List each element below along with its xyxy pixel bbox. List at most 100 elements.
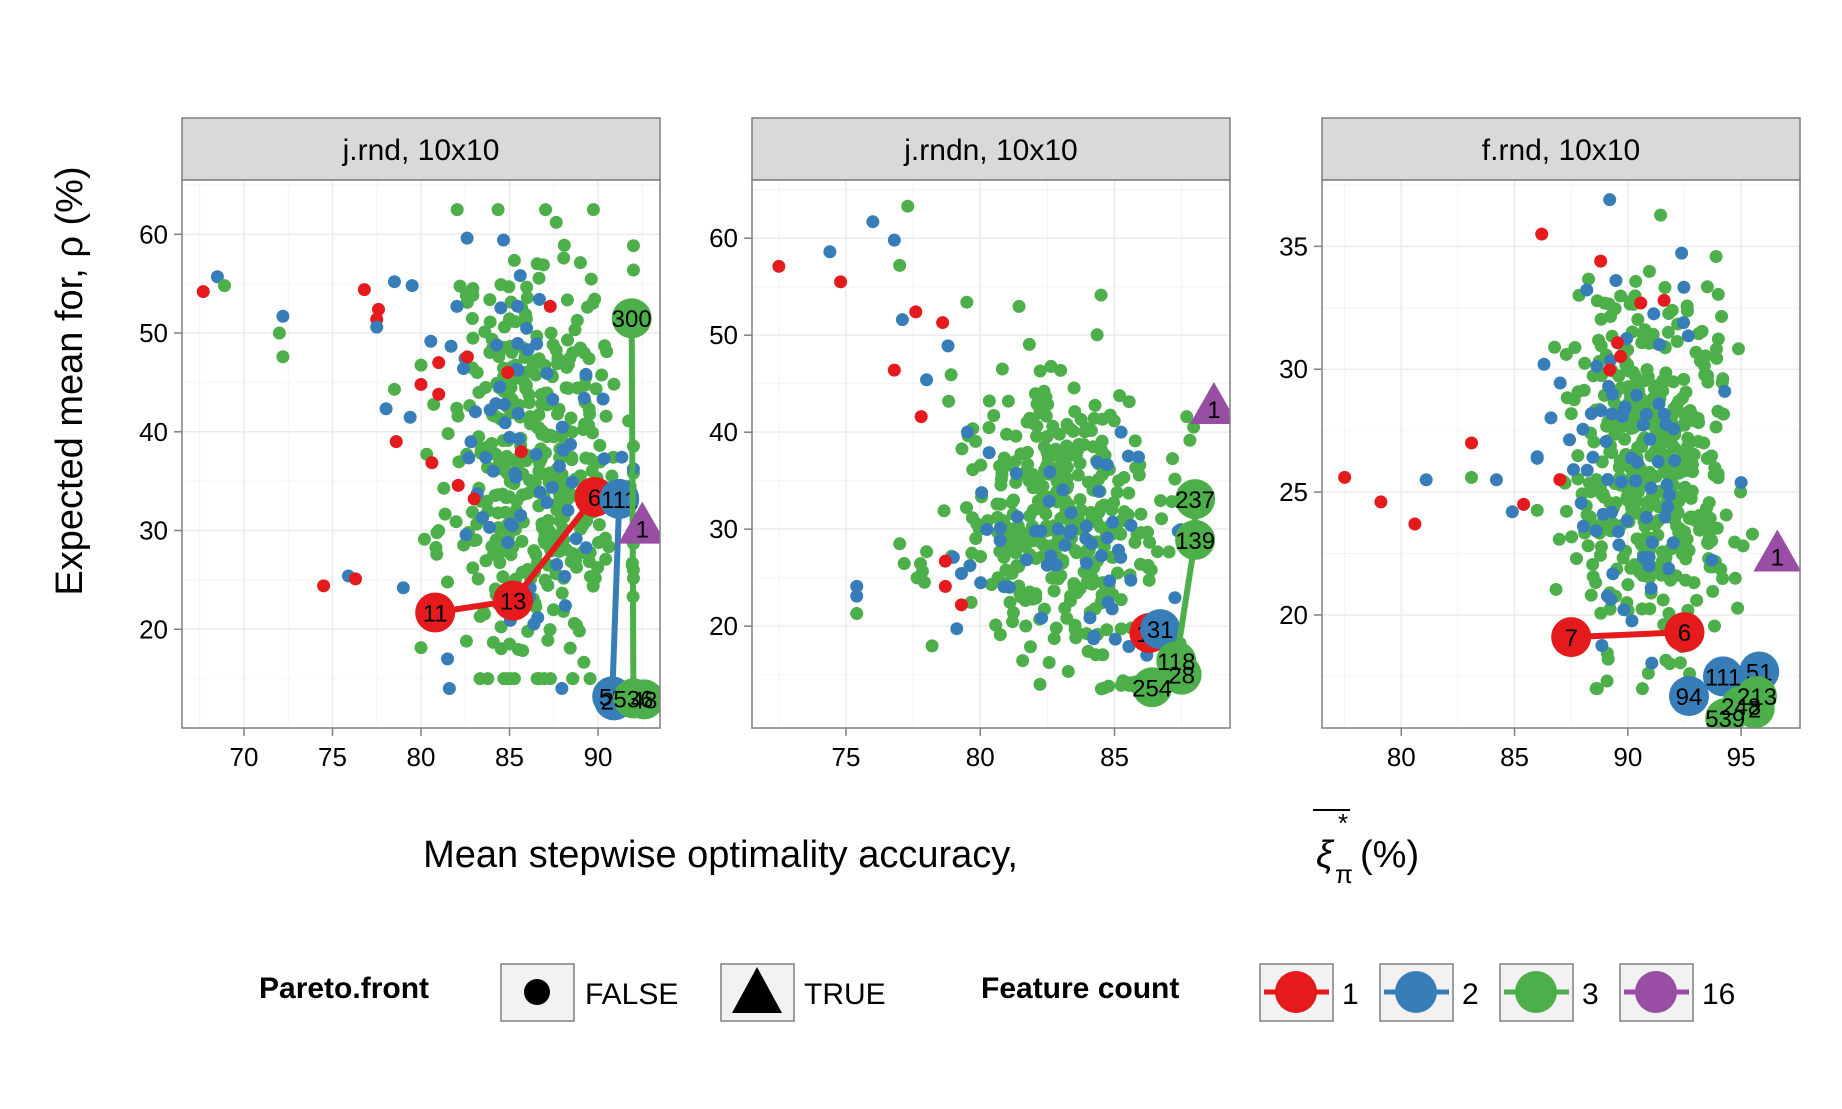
y-axis-title: Expected mean for, ρ (%) xyxy=(49,166,91,595)
data-point-fc3 xyxy=(1084,424,1098,438)
data-point-fc3 xyxy=(591,561,605,575)
data-point-fc2 xyxy=(1605,505,1619,519)
data-point-fc3 xyxy=(472,385,486,399)
data-point-fc3 xyxy=(1593,548,1607,562)
data-point-fc2 xyxy=(596,392,610,406)
data-point-fc3 xyxy=(1093,520,1107,534)
data-point-fc2 xyxy=(533,485,547,499)
data-point-fc3 xyxy=(1702,512,1716,526)
data-point-fc3 xyxy=(1073,493,1087,507)
data-point-fc3 xyxy=(626,263,640,277)
data-point-fc3 xyxy=(565,453,579,467)
data-point-fc3 xyxy=(586,296,600,310)
data-point-fc1 xyxy=(467,492,481,506)
data-point-fc3 xyxy=(507,672,521,686)
data-point-fc2 xyxy=(460,231,474,245)
data-point-fc3 xyxy=(584,272,598,286)
data-point-fc3 xyxy=(1658,280,1672,294)
x-tick-label: 85 xyxy=(495,742,524,772)
facet-strip-label: j.rndn, 10x10 xyxy=(903,134,1077,167)
data-point-fc3 xyxy=(500,449,514,463)
xi-subscript: π xyxy=(1335,859,1353,889)
data-point-fc3 xyxy=(1114,678,1128,692)
data-point-fc3 xyxy=(530,672,544,686)
data-point-fc3 xyxy=(1693,523,1707,537)
data-point-fc2 xyxy=(457,362,471,376)
data-point-fc3 xyxy=(1122,486,1136,500)
data-point-fc2 xyxy=(1580,283,1594,297)
data-point-fc3 xyxy=(438,507,452,521)
data-point-fc3 xyxy=(544,326,558,340)
data-point-fc3 xyxy=(893,258,907,272)
data-point-fc1 xyxy=(543,299,557,313)
data-point-fc2 xyxy=(1100,531,1114,545)
data-point-fc2 xyxy=(1618,400,1632,414)
data-point-fc3 xyxy=(1030,397,1044,411)
data-point-fc3 xyxy=(511,642,525,656)
data-point-fc3 xyxy=(599,409,613,423)
data-point-fc3 xyxy=(466,331,480,345)
data-point-fc2 xyxy=(555,682,569,696)
data-point-fc3 xyxy=(994,478,1008,492)
data-point-fc3 xyxy=(1006,522,1020,536)
facet-strip xyxy=(1321,117,1801,181)
data-point-fc2 xyxy=(950,622,964,636)
data-point-fc3 xyxy=(544,468,558,482)
data-point-fc3 xyxy=(1122,395,1136,409)
data-point-fc2 xyxy=(514,508,528,522)
data-point-fc2 xyxy=(1080,556,1094,570)
front-point-label: 248 xyxy=(1721,694,1761,721)
data-point-fc3 xyxy=(541,514,555,528)
data-point-fc3 xyxy=(1698,368,1712,382)
y-tick-label: 40 xyxy=(709,417,738,447)
data-point-fc3 xyxy=(1626,365,1640,379)
data-point-fc1 xyxy=(1553,473,1567,487)
data-point-fc2 xyxy=(387,275,401,289)
data-point-fc2 xyxy=(476,511,490,525)
data-point-fc3 xyxy=(452,455,466,469)
data-point-fc2 xyxy=(1058,538,1072,552)
data-point-fc2 xyxy=(1677,280,1691,294)
data-point-fc3 xyxy=(489,533,503,547)
data-point-fc1 xyxy=(348,572,362,586)
data-point-fc3 xyxy=(441,427,455,441)
data-point-fc2 xyxy=(1599,434,1613,448)
data-point-fc2 xyxy=(1590,359,1604,373)
data-point-fc2 xyxy=(1584,407,1598,421)
data-point-fc3 xyxy=(1559,347,1573,361)
data-point-fc1 xyxy=(938,579,952,593)
data-point-fc2 xyxy=(1606,567,1620,581)
data-point-fc3 xyxy=(542,523,556,537)
data-point-fc3 xyxy=(1608,427,1622,441)
data-point-fc3 xyxy=(566,672,580,686)
data-point-fc3 xyxy=(982,394,996,408)
data-point-fc2 xyxy=(1661,500,1675,514)
data-point-fc3 xyxy=(483,293,497,307)
data-point-fc2 xyxy=(1657,407,1671,421)
x-axis-title-symbol: ξ * π (%) xyxy=(1313,808,1419,889)
data-point-fc3 xyxy=(1548,340,1562,354)
y-tick-label: 20 xyxy=(1279,600,1308,630)
data-point-fc2 xyxy=(1589,524,1603,538)
x-tick-label: 95 xyxy=(1727,742,1756,772)
data-point-fc3 xyxy=(1728,571,1742,585)
data-point-fc1 xyxy=(954,598,968,612)
data-point-fc3 xyxy=(969,434,983,448)
data-point-fc3 xyxy=(449,515,463,529)
data-point-fc3 xyxy=(1530,503,1544,517)
data-point-fc3 xyxy=(522,473,536,487)
data-point-fc3 xyxy=(574,522,588,536)
data-point-fc3 xyxy=(1661,325,1675,339)
data-point-fc3 xyxy=(1465,470,1479,484)
data-layer: 1331237139118282541 xyxy=(772,199,1230,708)
data-point-fc3 xyxy=(925,639,939,653)
data-point-fc3 xyxy=(1549,582,1563,596)
data-point-fc3 xyxy=(1144,563,1158,577)
data-point-fc2 xyxy=(823,245,837,259)
legend-dot-fc1 xyxy=(1275,971,1317,1013)
x-tick-label: 85 xyxy=(1500,742,1529,772)
data-point-fc3 xyxy=(1022,337,1036,351)
data-point-fc3 xyxy=(1625,421,1639,435)
front-point-fc1 xyxy=(493,580,534,621)
data-point-fc3 xyxy=(1571,449,1585,463)
